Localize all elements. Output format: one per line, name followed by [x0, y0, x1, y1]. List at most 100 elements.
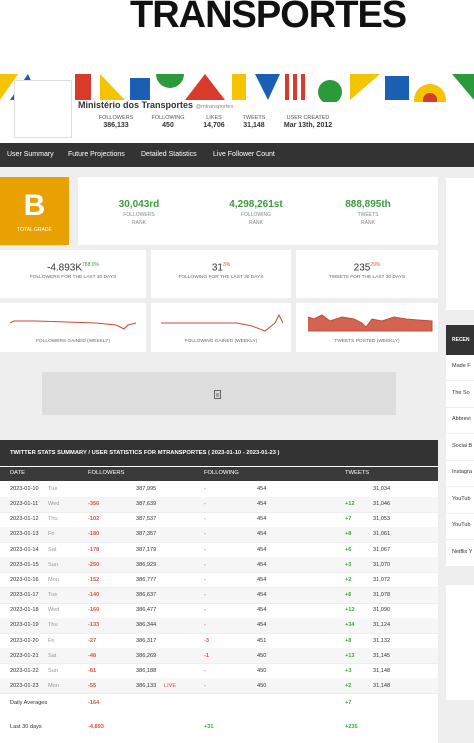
- cell: -140: [88, 592, 100, 599]
- cell: -: [204, 622, 206, 629]
- change-box: -4.893K788.0% FOLLOWERS FOR THE LAST 30 D…: [0, 250, 146, 298]
- cell: Mon: [48, 682, 59, 689]
- stat-label: FOLLOWING: [151, 115, 185, 121]
- change-percent: 29%: [370, 262, 381, 268]
- ad-placeholder: [42, 372, 396, 415]
- change-percent: 788.0%: [82, 262, 99, 268]
- sidebar-divider: [446, 486, 474, 487]
- change-value: 313%: [151, 262, 291, 273]
- sidebar-list: RECEN Made F The So Abbrevi Social B Instagr…: [446, 325, 474, 567]
- cell: -: [204, 682, 206, 689]
- stat-value: 14,706: [203, 122, 225, 129]
- sidebar-box: [446, 585, 474, 700]
- cell: +8: [345, 531, 352, 538]
- sidebar-item[interactable]: Made F: [452, 363, 471, 369]
- handle: @mtransportes: [195, 104, 234, 110]
- cell: +34: [345, 622, 355, 629]
- spark-line: [307, 314, 433, 332]
- sidebar-item[interactable]: The So: [452, 389, 470, 396]
- cell: -55: [88, 682, 97, 689]
- sidebar-item[interactable]: Abbrevi: [452, 416, 471, 422]
- spark-line: [9, 320, 137, 330]
- grade-letter: B: [23, 189, 46, 222]
- rank-sub: RANK: [132, 220, 146, 226]
- cell: 2023-01-17: [10, 592, 39, 599]
- change-number: 31: [211, 262, 223, 274]
- cell: +3: [345, 667, 352, 674]
- stats-table: TWITTER STATS SUMMARY / USER STATISTICS …: [0, 440, 438, 743]
- stat-label: USER CREATED: [286, 115, 330, 121]
- cell: -81: [88, 667, 97, 674]
- summary-cell: +235: [345, 724, 358, 730]
- row-stripe: [0, 587, 438, 603]
- cell: 386,317: [136, 637, 157, 644]
- change-box: 313% FOLLOWING FOR THE LAST 30 DAYS: [151, 250, 291, 298]
- cell: -3: [204, 637, 209, 644]
- cell: -: [204, 607, 206, 614]
- cell: -: [204, 501, 206, 508]
- column-header: DATE: [10, 470, 26, 476]
- cell: 386,344: [136, 622, 157, 629]
- cell: 387,357: [136, 531, 157, 538]
- nav-link[interactable]: Future Projections: [68, 151, 125, 158]
- cell: +13: [345, 652, 355, 659]
- cell: Fri: [48, 637, 55, 644]
- cell: 454: [257, 561, 267, 568]
- cell: 2023-01-21: [10, 652, 39, 659]
- spark-box: FOLLOWING GAINED (WEEKLY): [151, 303, 291, 352]
- cell: 386,637: [136, 592, 157, 599]
- change-value: 23529%: [296, 262, 438, 273]
- spark-box: TWEETS POSTED (WEEKLY): [296, 303, 438, 352]
- cell: 2023-01-18: [10, 607, 39, 614]
- stat-label: LIKES: [206, 115, 222, 121]
- cell: 2023-01-10: [10, 486, 39, 492]
- change-number: -4.893K: [47, 262, 83, 274]
- cell: Sun: [48, 561, 58, 568]
- stat-label: TWEETS: [242, 115, 266, 121]
- cell: 2023-01-22: [10, 667, 39, 674]
- cell: 31,078: [373, 592, 391, 599]
- sidebar-item[interactable]: YouTub: [452, 495, 471, 502]
- change-number: 235: [353, 262, 371, 274]
- stat-value: 450: [162, 122, 174, 129]
- nav-link[interactable]: User Summary: [7, 151, 54, 158]
- cell: -160: [88, 607, 100, 614]
- column-header: TWEETS: [345, 470, 370, 476]
- cell: -1: [204, 652, 209, 659]
- cell: 31,072: [373, 576, 391, 583]
- cell: 31,090: [373, 607, 391, 614]
- row-divider: [0, 602, 438, 604]
- cell: -102: [88, 516, 100, 523]
- cell: Sat: [48, 546, 57, 553]
- cell: 386,929: [136, 561, 157, 568]
- summary-cell: +31: [204, 724, 214, 730]
- cell: 2023-01-14: [10, 546, 39, 553]
- sidebar-item[interactable]: Netflix Y: [452, 548, 473, 555]
- cell: 2023-01-15: [10, 561, 39, 568]
- row-stripe: [0, 557, 438, 573]
- cell: 31,145: [373, 652, 391, 659]
- cell: Wed: [48, 501, 60, 508]
- nav-link[interactable]: Detailed Statistics: [141, 151, 197, 158]
- cell: 454: [257, 607, 267, 614]
- row-stripe: [0, 617, 438, 633]
- cell: -27: [88, 637, 97, 644]
- change-value: -4.893K788.0%: [0, 262, 146, 273]
- cell: 31,070: [373, 561, 391, 568]
- cell: +2: [345, 682, 352, 689]
- nav-bar: User Summary Future Projections Detailed S…: [0, 143, 474, 167]
- table-header: DATE FOLLOWERS FOLLOWING TWEETS: [0, 467, 438, 481]
- cell: 2023-01-11: [10, 501, 39, 508]
- sidebar-item[interactable]: Instagra: [452, 469, 472, 475]
- rank-sub: RANK: [361, 220, 375, 226]
- sidebar-item[interactable]: Social B: [452, 442, 473, 449]
- nav-link[interactable]: Live Follower Count: [213, 151, 275, 158]
- sidebar-header: RECEN: [446, 325, 474, 355]
- cell: 386,777: [136, 576, 157, 583]
- cell: Mon: [48, 576, 59, 583]
- row-divider: [0, 511, 438, 513]
- cell: 454: [257, 486, 267, 492]
- stat-value: Mar 13th, 2012: [283, 122, 333, 129]
- sidebar-item[interactable]: YouTub: [452, 522, 471, 528]
- cell: 2023-01-13: [10, 531, 39, 538]
